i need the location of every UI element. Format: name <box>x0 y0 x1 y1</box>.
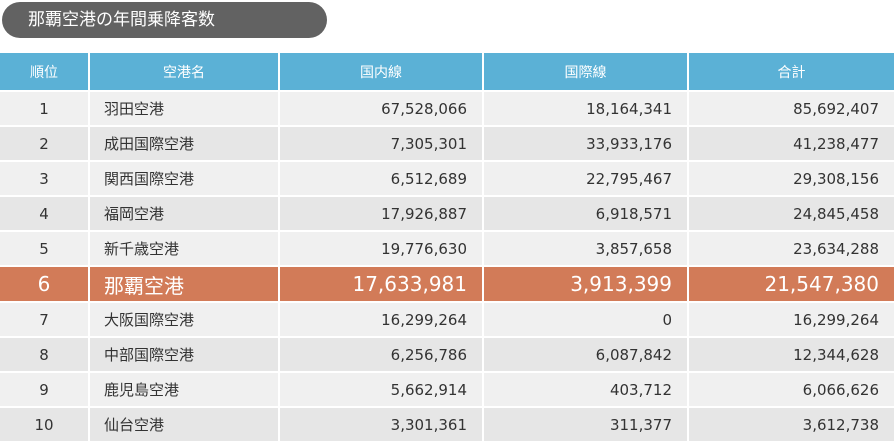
domestic-cell: 6,512,689 <box>279 160 484 196</box>
international-cell: 18,164,341 <box>483 90 689 126</box>
rank-cell: 9 <box>0 371 90 407</box>
table-row: 9 鹿児島空港 5,662,914 403,712 6,066,626 <box>0 371 894 407</box>
international-cell: 6,918,571 <box>483 195 689 231</box>
table-row: 10 仙台空港 3,301,361 311,377 3,612,738 <box>0 406 894 441</box>
table-row: 7 大阪国際空港 16,299,264 0 16,299,264 <box>0 301 894 337</box>
airport-name-cell: 福岡空港 <box>89 195 280 231</box>
international-cell: 0 <box>483 301 689 337</box>
rank-cell: 10 <box>0 406 90 441</box>
total-cell: 29,308,156 <box>688 160 894 196</box>
header-airport-name: 空港名 <box>89 53 280 91</box>
international-cell: 6,087,842 <box>483 336 689 372</box>
total-cell: 23,634,288 <box>688 230 894 266</box>
header-international: 国際線 <box>483 53 689 91</box>
table-row-highlighted: 6 那覇空港 17,633,981 3,913,399 21,547,380 <box>0 265 894 302</box>
airport-name-cell: 大阪国際空港 <box>89 301 280 337</box>
international-cell: 403,712 <box>483 371 689 407</box>
airport-name-cell: 羽田空港 <box>89 90 280 126</box>
rank-cell: 1 <box>0 90 90 126</box>
rank-cell: 5 <box>0 230 90 266</box>
table-row: 5 新千歳空港 19,776,630 3,857,658 23,634,288 <box>0 230 894 266</box>
total-cell: 3,612,738 <box>688 406 894 441</box>
table-row: 2 成田国際空港 7,305,301 33,933,176 41,238,477 <box>0 125 894 161</box>
rank-cell: 7 <box>0 301 90 337</box>
rank-cell: 3 <box>0 160 90 196</box>
total-cell: 41,238,477 <box>688 125 894 161</box>
airport-name-cell: 成田国際空港 <box>89 125 280 161</box>
domestic-cell: 6,256,786 <box>279 336 484 372</box>
domestic-cell: 7,305,301 <box>279 125 484 161</box>
international-cell: 33,933,176 <box>483 125 689 161</box>
page-title: 那覇空港の年間乗降客数 <box>2 2 327 38</box>
domestic-cell: 16,299,264 <box>279 301 484 337</box>
airport-name-cell: 那覇空港 <box>89 265 280 302</box>
table-header-row: 順位 空港名 国内線 国際線 合計 <box>0 53 894 91</box>
rank-cell: 2 <box>0 125 90 161</box>
international-cell: 3,857,658 <box>483 230 689 266</box>
total-cell: 16,299,264 <box>688 301 894 337</box>
total-cell: 6,066,626 <box>688 371 894 407</box>
domestic-cell: 5,662,914 <box>279 371 484 407</box>
domestic-cell: 17,926,887 <box>279 195 484 231</box>
international-cell: 22,795,467 <box>483 160 689 196</box>
domestic-cell: 67,528,066 <box>279 90 484 126</box>
international-cell: 3,913,399 <box>483 265 689 302</box>
airport-name-cell: 仙台空港 <box>89 406 280 441</box>
domestic-cell: 19,776,630 <box>279 230 484 266</box>
total-cell: 21,547,380 <box>688 265 894 302</box>
international-cell: 311,377 <box>483 406 689 441</box>
total-cell: 24,845,458 <box>688 195 894 231</box>
table-row: 3 関西国際空港 6,512,689 22,795,467 29,308,156 <box>0 160 894 196</box>
domestic-cell: 3,301,361 <box>279 406 484 441</box>
rank-cell: 4 <box>0 195 90 231</box>
airport-passenger-table: 順位 空港名 国内線 国際線 合計 1 羽田空港 67,528,066 18,1… <box>0 53 894 441</box>
table-row: 1 羽田空港 67,528,066 18,164,341 85,692,407 <box>0 90 894 126</box>
header-total: 合計 <box>688 53 894 91</box>
rank-cell: 8 <box>0 336 90 372</box>
rank-cell: 6 <box>0 265 90 302</box>
header-rank: 順位 <box>0 53 90 91</box>
table-row: 8 中部国際空港 6,256,786 6,087,842 12,344,628 <box>0 336 894 372</box>
airport-name-cell: 中部国際空港 <box>89 336 280 372</box>
airport-name-cell: 新千歳空港 <box>89 230 280 266</box>
total-cell: 85,692,407 <box>688 90 894 126</box>
domestic-cell: 17,633,981 <box>279 265 484 302</box>
airport-name-cell: 鹿児島空港 <box>89 371 280 407</box>
total-cell: 12,344,628 <box>688 336 894 372</box>
table-row: 4 福岡空港 17,926,887 6,918,571 24,845,458 <box>0 195 894 231</box>
airport-name-cell: 関西国際空港 <box>89 160 280 196</box>
header-domestic: 国内線 <box>279 53 484 91</box>
